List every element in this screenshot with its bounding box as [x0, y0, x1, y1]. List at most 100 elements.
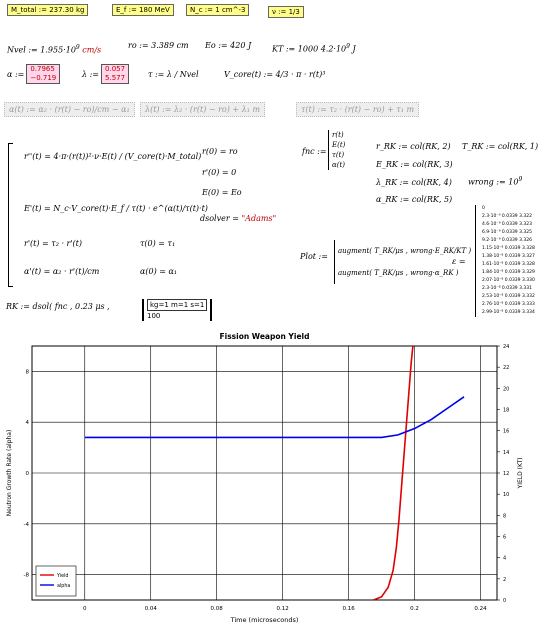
wrong-text: wrong := 10: [468, 177, 519, 187]
nu-box[interactable]: ν := 1/3: [268, 6, 304, 18]
ic-r-prime[interactable]: r'(0) = 0: [202, 168, 237, 177]
x-axis-label: Time (microseconds): [230, 616, 299, 624]
x-tick-label: 0.04: [145, 606, 158, 612]
table-row: 1.84·10⁻⁸ 0.0339 3.329: [482, 270, 535, 275]
chart-title: Fission Weapon Yield: [220, 332, 310, 341]
nvel-unit: cm/s: [82, 45, 102, 55]
y2-tick-label: 4: [503, 556, 506, 562]
fnc-label[interactable]: fnc :=: [302, 147, 327, 156]
y-tick-label: -8: [24, 573, 30, 579]
y-tick-label: -4: [24, 522, 30, 528]
eq-r-second[interactable]: r''(t) = 4·π·(r(t))²·ν·E(t) / (V_core(t)…: [24, 152, 202, 161]
eq-alpha-prime[interactable]: α'(t) = α₂ · r'(t)/cm: [24, 267, 100, 276]
table-row: 2.3·10⁻⁸ 0.0339 3.331: [482, 286, 532, 291]
kt-unit: J: [352, 44, 356, 54]
x-tick-label: 0: [83, 606, 87, 612]
eq-tau-prime[interactable]: r'(t) = τ₂ · r'(t): [24, 239, 83, 248]
table-row: 2.53·10⁻⁸ 0.0339 3.332: [482, 294, 535, 299]
ic-e[interactable]: E(0) = Eo: [202, 188, 242, 197]
plot-augments: augment( T_RK/μs , wrong·E_RK/KT ) augme…: [334, 240, 471, 284]
wrong-def[interactable]: wrong := 109: [468, 176, 522, 187]
y-tick-label: 8: [26, 369, 30, 375]
y-axis-label: Neutron Growth Rate (alpha): [6, 430, 13, 517]
eo-def[interactable]: Eo := 420 J: [205, 41, 252, 50]
col-e[interactable]: E_RK := col(RK, 3): [376, 160, 453, 169]
table-row: 1.15·10⁻⁸ 0.0339 3.328: [482, 246, 535, 251]
table-row: 9.2·10⁻⁹ 0.0339 3.326: [482, 238, 532, 243]
legend-label: Yield: [56, 573, 68, 579]
table-row: 6.9·10⁻⁹ 0.0339 3.325: [482, 230, 532, 235]
solve-block-bracket: [8, 143, 13, 287]
eq-e-prime[interactable]: E'(t) = N_c·V_core(t)·E_f / τ(t) · e^(α(…: [24, 204, 208, 213]
lambda-value-2: 5.577: [105, 74, 126, 82]
y2-tick-label: 12: [503, 471, 509, 477]
rk-label: RK := dsol( fnc , 0.23 μs ,: [6, 302, 110, 311]
col-lambda[interactable]: λ_RK := col(RK, 4): [376, 178, 452, 187]
kt-exp: 9: [346, 43, 350, 50]
table-row: 4.6·10⁻⁹ 0.0339 3.323: [482, 222, 532, 227]
nc-box[interactable]: N_c := 1 cm^-3: [186, 4, 250, 16]
nvel-def[interactable]: Nvel := 1.955·109 cm/s: [7, 44, 101, 55]
fnc-e: E(t): [332, 141, 346, 149]
result-table[interactable]: 0 2.3·10⁻⁹ 0.0339 3.322 4.6·10⁻⁹ 0.0339 3.…: [475, 205, 545, 317]
y-tick-label: 0: [26, 471, 30, 477]
y2-tick-label: 8: [503, 513, 506, 519]
x-tick-label: 0.08: [211, 606, 224, 612]
ic-r[interactable]: r(0) = ro: [202, 147, 238, 156]
y2-tick-label: 18: [503, 408, 509, 414]
x-tick-label: 0.12: [277, 606, 289, 612]
lambda-label: λ :=: [82, 69, 100, 79]
tau-fn-disabled[interactable]: τ(t) := τ₂ · (r(t) − ro) + τ₁ m: [296, 102, 420, 117]
vcore-def[interactable]: V_core(t) := 4/3 · π · r(t)³: [224, 70, 326, 79]
table-label: ε =: [452, 257, 466, 266]
kt-text: KT := 1000 4.2·10: [272, 44, 347, 54]
rk-matrix-top: kg=1 m=1 s=1: [147, 299, 208, 311]
table-row: 2.99·10⁻⁸ 0.0339 3.334: [482, 310, 535, 315]
tau-def[interactable]: τ := λ / Nvel: [148, 70, 199, 79]
fnc-alpha: α(t): [332, 161, 346, 169]
y2-tick-label: 22: [503, 365, 509, 371]
y2-tick-label: 16: [503, 429, 509, 435]
mtotal-box[interactable]: M_total := 237.30 kg: [7, 4, 89, 16]
plot-aug-2: augment( T_RK/μs , wrong·α_RK ): [338, 269, 459, 277]
lambda-matrix: 0.057 5.577: [101, 64, 130, 84]
y2-tick-label: 6: [503, 535, 506, 541]
y2-tick-label: 24: [503, 344, 509, 350]
legend-label: alpha: [57, 583, 70, 589]
x-tick-label: 0.16: [342, 606, 355, 612]
y-tick-label: 4: [26, 420, 30, 426]
lambda-fn-disabled[interactable]: λ(t) := λ₂ · (r(t) − ro) + λ₁ m: [140, 102, 266, 117]
alpha-matrix: 0.7965 −0.719: [26, 64, 61, 84]
series-line-alpha: [84, 396, 465, 439]
dsolver-def[interactable]: dsolver = "Adams": [200, 214, 276, 223]
y2-axis-label: YIELD (KT): [517, 458, 524, 490]
fnc-tau: τ(t): [332, 151, 345, 159]
col-alpha[interactable]: α_RK := col(RK, 5): [376, 195, 453, 204]
lambda-vector[interactable]: λ := 0.057 5.577: [82, 64, 130, 84]
ic-tau[interactable]: τ(0) = τ₁: [140, 239, 176, 248]
lambda-value-1: 0.057: [105, 65, 126, 73]
dsolver-value: "Adams": [241, 214, 277, 223]
alpha-vector[interactable]: α := 0.7965 −0.719: [7, 64, 61, 84]
plot-label[interactable]: Plot :=: [300, 252, 328, 261]
ef-box[interactable]: E_f := 180 MeV: [112, 4, 174, 16]
rk-def[interactable]: RK := dsol( fnc , 0.23 μs ,: [6, 302, 110, 311]
table-row: 2.3·10⁻⁹ 0.0339 3.322: [482, 214, 532, 219]
table-row: 1.61·10⁻⁸ 0.0339 3.328: [482, 262, 535, 267]
alpha-fn-disabled[interactable]: α(t) := α₂ · (r(t) − ro)/cm − α₁: [4, 102, 135, 117]
kt-def[interactable]: KT := 1000 4.2·109 J: [272, 43, 356, 54]
alpha-value-2: −0.719: [30, 74, 57, 82]
y2-tick-label: 2: [503, 577, 506, 583]
ro-def[interactable]: ro := 3.389 cm: [128, 41, 189, 50]
fnc-vector: r(t) E(t) τ(t) α(t): [328, 130, 345, 170]
x-tick-label: 0.2: [410, 606, 419, 612]
rk-matrix[interactable]: kg=1 m=1 s=1 100: [142, 299, 213, 321]
col-t[interactable]: T_RK := col(RK, 1): [462, 142, 539, 151]
series-line-yield: [373, 346, 414, 600]
y2-tick-label: 0: [503, 598, 506, 604]
ic-alpha[interactable]: α(0) = α₁: [140, 267, 178, 276]
table-row: 2.07·10⁻⁸ 0.0339 3.330: [482, 278, 535, 283]
col-r[interactable]: r_RK := col(RK, 2): [376, 142, 451, 151]
y2-tick-label: 14: [503, 450, 509, 456]
fission-yield-chart[interactable]: 0 0.04 0.08 0.12 0.16 0.2 0.24840-4-8242220181…: [0, 328, 545, 626]
